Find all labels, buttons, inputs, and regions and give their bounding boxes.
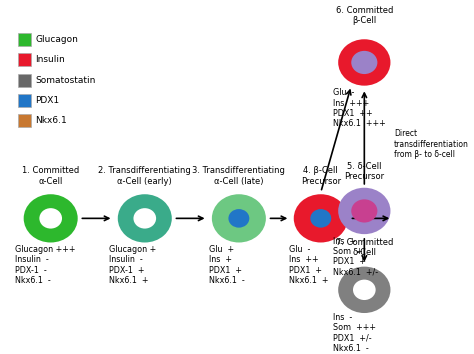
Text: Insulin  -: Insulin - — [109, 256, 143, 264]
Text: Nkx6.1  -: Nkx6.1 - — [15, 276, 51, 285]
Ellipse shape — [351, 51, 377, 74]
Text: Glu  +: Glu + — [209, 245, 234, 254]
Text: Glucagon +: Glucagon + — [109, 245, 156, 254]
Ellipse shape — [212, 194, 266, 242]
Bar — [18, 33, 31, 46]
Text: Nkx6.1  +: Nkx6.1 + — [289, 276, 328, 285]
Text: Ins  ++: Ins ++ — [289, 256, 318, 264]
Bar — [18, 53, 31, 66]
Text: Som  +++: Som +++ — [333, 323, 376, 332]
Text: Nkx6.1: Nkx6.1 — [35, 116, 67, 125]
Text: Glu  -: Glu - — [289, 245, 310, 254]
Bar — [18, 114, 31, 127]
Text: Insulin: Insulin — [35, 55, 65, 64]
Ellipse shape — [338, 267, 391, 313]
Text: Direct
transdifferentiation
from β- to δ-cell: Direct transdifferentiation from β- to δ… — [394, 129, 469, 159]
Ellipse shape — [338, 188, 391, 234]
Text: Somatostatin: Somatostatin — [35, 76, 95, 85]
Text: 2. Transdifferentiating
α-Cell (early): 2. Transdifferentiating α-Cell (early) — [99, 166, 191, 186]
Text: PDX1  +: PDX1 + — [209, 266, 242, 275]
Ellipse shape — [310, 209, 331, 228]
Text: Ins  +++: Ins +++ — [333, 99, 369, 108]
Text: PDX1: PDX1 — [35, 96, 59, 105]
Bar — [18, 94, 31, 107]
Text: Ins  -: Ins - — [333, 313, 352, 322]
Ellipse shape — [294, 194, 348, 242]
Text: Glucagon +++: Glucagon +++ — [15, 245, 75, 254]
Ellipse shape — [353, 280, 376, 300]
Text: Ins  +: Ins + — [209, 256, 232, 264]
Text: Som  +: Som + — [333, 247, 363, 256]
Text: Insulin  -: Insulin - — [15, 256, 49, 264]
Text: Glu  -: Glu - — [333, 88, 355, 97]
Text: 1. Committed
α-Cell: 1. Committed α-Cell — [22, 166, 79, 186]
Text: PDX1  +/-: PDX1 +/- — [333, 333, 372, 342]
Ellipse shape — [228, 209, 249, 228]
Text: PDX-1  -: PDX-1 - — [15, 266, 47, 275]
Text: PDX1  ++: PDX1 ++ — [333, 109, 373, 118]
Text: Nkx6.1  +: Nkx6.1 + — [109, 276, 148, 285]
Ellipse shape — [39, 208, 62, 229]
Text: Nkx6.1  +/-: Nkx6.1 +/- — [333, 268, 378, 276]
Ellipse shape — [24, 194, 78, 242]
Text: Ins  +: Ins + — [333, 237, 356, 246]
Text: Nkx6.1  +++: Nkx6.1 +++ — [333, 119, 386, 128]
Text: 6. Committed
β-Cell: 6. Committed β-Cell — [336, 6, 393, 25]
Ellipse shape — [118, 194, 172, 242]
Text: 3. Transdifferentiating
α-Cell (late): 3. Transdifferentiating α-Cell (late) — [192, 166, 285, 186]
Bar — [18, 74, 31, 87]
Text: PDX-1  +: PDX-1 + — [109, 266, 145, 275]
Text: Nkx6.1  -: Nkx6.1 - — [209, 276, 245, 285]
Ellipse shape — [351, 199, 377, 223]
Text: Glucagon: Glucagon — [35, 35, 78, 44]
Ellipse shape — [338, 39, 391, 86]
Text: PDX1  +: PDX1 + — [333, 257, 366, 266]
Text: Nkx6.1  -: Nkx6.1 - — [333, 344, 369, 353]
Text: 7. Committed
δ-Cell: 7. Committed δ-Cell — [336, 238, 393, 257]
Text: 4. β-Cell
Precursor: 4. β-Cell Precursor — [301, 166, 341, 186]
Text: PDX1  +: PDX1 + — [289, 266, 321, 275]
Ellipse shape — [134, 208, 156, 229]
Text: 5. δ-Cell
Precursor: 5. δ-Cell Precursor — [344, 162, 384, 181]
